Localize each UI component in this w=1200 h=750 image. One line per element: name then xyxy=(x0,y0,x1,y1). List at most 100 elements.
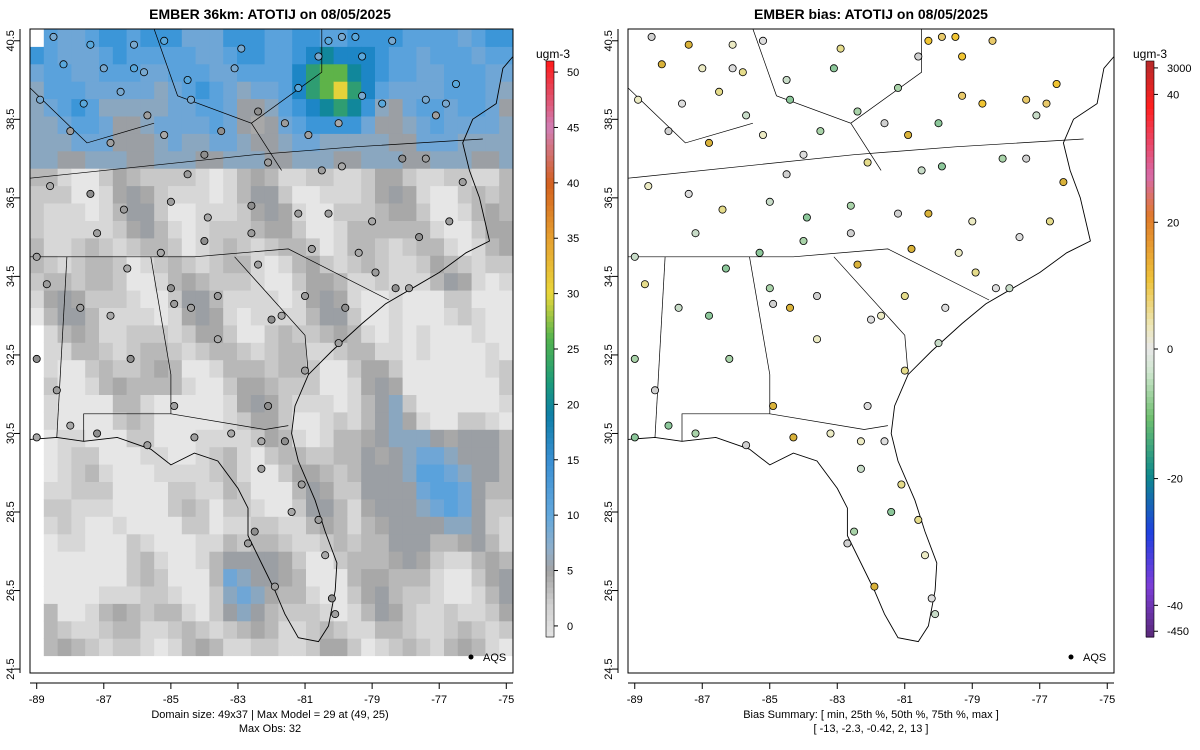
heatmap-cell xyxy=(223,98,238,117)
heatmap-cell xyxy=(375,46,390,65)
aqs-bias-marker xyxy=(978,99,987,108)
heatmap-cell xyxy=(499,63,514,82)
heatmap-cell xyxy=(430,168,445,187)
heatmap-cell xyxy=(195,98,210,117)
heatmap-cell xyxy=(499,46,514,65)
heatmap-cell xyxy=(57,237,72,256)
heatmap-cell xyxy=(209,237,224,256)
aqs-site-marker xyxy=(254,107,263,116)
aqs-site-marker xyxy=(46,182,55,191)
heatmap-cell xyxy=(471,185,486,204)
state-border xyxy=(170,413,289,430)
heatmap-cell xyxy=(85,255,100,274)
heatmap-cell xyxy=(99,533,114,552)
heatmap-cell xyxy=(264,220,279,239)
heatmap-cell xyxy=(416,533,431,552)
colorbar-band xyxy=(1146,85,1154,92)
heatmap-cell xyxy=(43,116,59,134)
heatmap-cell xyxy=(71,133,86,152)
heatmap-cell xyxy=(499,551,514,570)
coastline xyxy=(29,28,514,643)
heatmap-cell xyxy=(85,498,100,517)
colorbar-band xyxy=(1146,265,1154,272)
heatmap-cell xyxy=(264,603,279,622)
heatmap-cell xyxy=(99,255,114,274)
heatmap-cell xyxy=(485,63,500,82)
legend-marker xyxy=(468,654,474,660)
aqs-bias-marker xyxy=(1059,178,1068,187)
heatmap-cell xyxy=(278,551,293,570)
heatmap-cell xyxy=(250,533,266,552)
colorbar-band xyxy=(1146,529,1154,536)
heatmap-cell xyxy=(375,168,390,187)
heatmap-cell xyxy=(126,185,141,204)
aqs-site-marker xyxy=(166,197,175,206)
aqs-bias-marker xyxy=(904,130,913,139)
aqs-site-marker xyxy=(317,166,326,175)
heatmap-cell xyxy=(319,324,335,343)
heatmap-cell xyxy=(499,377,514,395)
aqs-bias-marker xyxy=(971,268,980,277)
heatmap-cell xyxy=(319,98,335,117)
heatmap-cell xyxy=(416,342,431,361)
aqs-site-marker xyxy=(351,32,360,41)
heatmap-cell xyxy=(306,533,321,552)
aqs-site-marker xyxy=(79,99,88,108)
heatmap-cell xyxy=(168,516,183,535)
heatmap-cell xyxy=(278,342,293,361)
heatmap-cell xyxy=(223,464,238,482)
colorbar-band xyxy=(1146,469,1154,476)
aqs-bias-marker xyxy=(894,83,903,92)
plot-background xyxy=(628,29,1114,673)
heatmap-cell xyxy=(112,533,128,552)
heatmap-cell xyxy=(457,290,473,308)
heatmap-cell xyxy=(347,324,362,343)
heatmap-cell xyxy=(209,63,224,82)
colorbar-band xyxy=(546,587,554,594)
colorbar-band xyxy=(1146,235,1154,242)
colorbar-band xyxy=(1146,451,1154,458)
heatmap-cell xyxy=(499,568,514,587)
heatmap-cell xyxy=(388,290,404,308)
aqs-bias-marker xyxy=(934,339,943,348)
heatmap-cell xyxy=(57,620,72,639)
heatmap-cell xyxy=(485,377,500,395)
heatmap-cell xyxy=(430,29,445,47)
heatmap-cell xyxy=(361,411,376,430)
heatmap-cell xyxy=(416,464,431,482)
aqs-bias-marker xyxy=(786,95,795,104)
heatmap-cell xyxy=(416,638,431,657)
heatmap-cell xyxy=(278,481,293,500)
heatmap-cell xyxy=(223,498,238,517)
heatmap-cell xyxy=(30,150,45,169)
aqs-site-marker xyxy=(294,209,303,218)
heatmap-cell xyxy=(195,29,210,47)
heatmap-cell xyxy=(71,272,86,291)
heatmap-cell xyxy=(375,411,390,430)
heatmap-cell xyxy=(499,411,514,430)
heatmap-cell xyxy=(444,429,459,448)
heatmap-cell xyxy=(388,516,404,535)
heatmap-cell xyxy=(30,394,45,413)
colorbar-band xyxy=(546,454,554,461)
aqs-site-marker xyxy=(106,311,115,320)
aqs-site-marker xyxy=(341,303,350,312)
heatmap-grid xyxy=(30,29,514,674)
aqs-bias-marker xyxy=(931,610,940,619)
heatmap-cell xyxy=(430,133,445,152)
heatmap-cell xyxy=(85,533,100,552)
aqs-bias-marker xyxy=(1022,154,1031,163)
heatmap-cell xyxy=(361,63,376,82)
heatmap-cell xyxy=(292,655,307,674)
footer-line-1: Domain size: 49x37 | Max Model = 29 at (… xyxy=(151,709,388,721)
heatmap-cell xyxy=(85,63,100,82)
heatmap-cell xyxy=(126,133,141,152)
heatmap-cell xyxy=(292,551,307,570)
colorbar-band xyxy=(546,470,554,477)
state-border xyxy=(627,87,753,144)
heatmap-cell xyxy=(85,307,100,326)
heatmap-cell xyxy=(499,220,514,239)
heatmap-cell xyxy=(71,324,86,343)
heatmap-cell xyxy=(71,168,86,187)
heatmap-cell xyxy=(402,620,417,639)
